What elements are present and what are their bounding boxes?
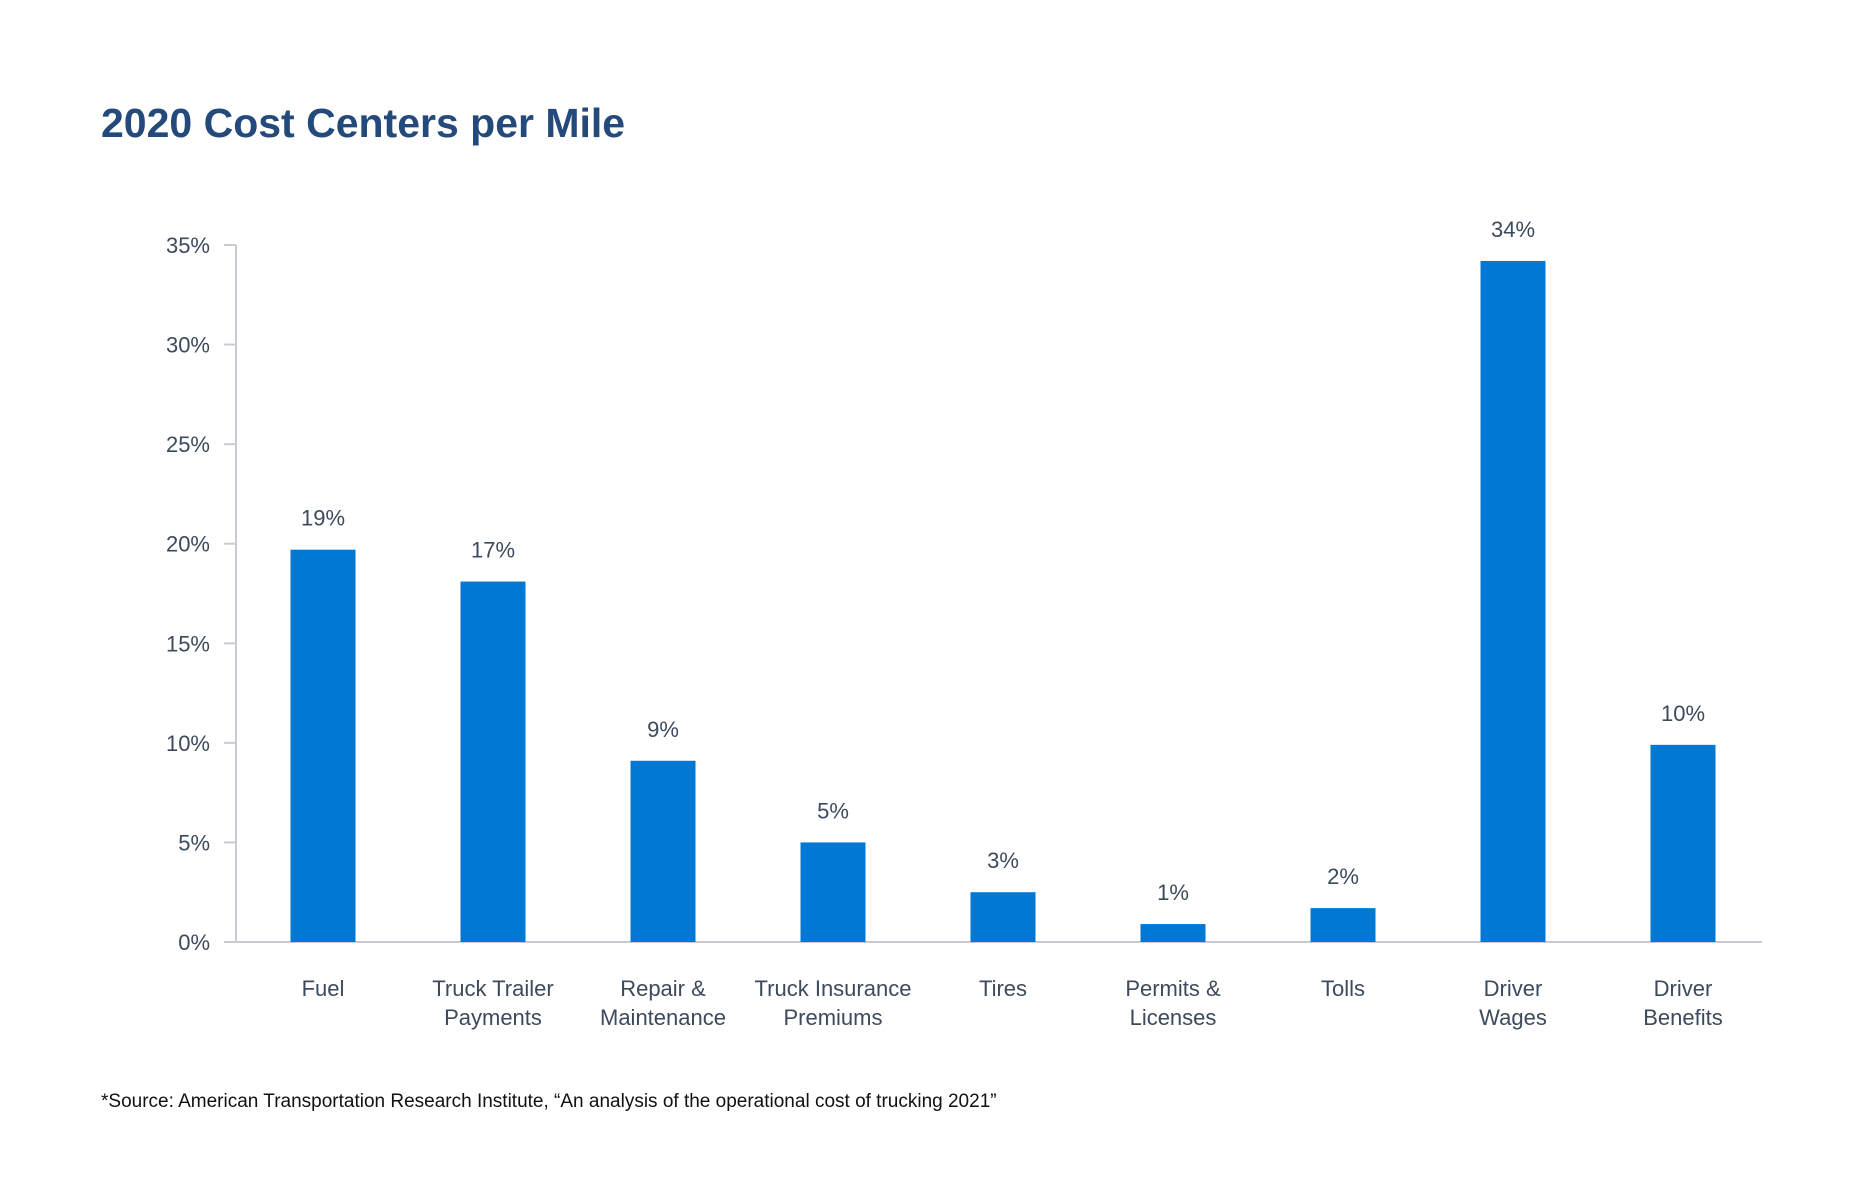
x-category-label-line: Tires [979, 976, 1027, 1001]
bars [290, 260, 1716, 943]
bar [800, 842, 866, 942]
x-category-label-line: Maintenance [600, 1005, 726, 1030]
x-category-label: Truck Insurance Premiums [755, 976, 912, 1030]
x-category-label-line: Tolls [1321, 976, 1365, 1001]
y-tick-label: 30% [166, 333, 210, 358]
data-label: 10% [1661, 701, 1705, 726]
data-label: 19% [301, 506, 345, 531]
x-category-label-line: Permits & [1125, 976, 1221, 1001]
x-category-label: Permits & Licenses [1125, 976, 1221, 1030]
bar [1480, 260, 1546, 943]
data-label: 5% [817, 798, 849, 823]
bar [1310, 908, 1376, 942]
x-category-label-line: Payments [444, 1005, 542, 1030]
x-category-label: Driver Wages [1479, 976, 1547, 1030]
x-category-label-line: Repair & [620, 976, 706, 1001]
x-category-label-line: Truck Trailer [432, 976, 553, 1001]
x-category-label: Driver Benefits [1643, 976, 1723, 1030]
y-tick-label: 25% [166, 432, 210, 457]
bar [970, 892, 1036, 942]
data-label: 9% [647, 717, 679, 742]
bar [630, 760, 696, 942]
bar [1650, 744, 1716, 942]
data-label: 34% [1491, 217, 1535, 242]
y-tick-label: 20% [166, 532, 210, 557]
y-tick-label: 15% [166, 631, 210, 656]
bar [290, 549, 356, 942]
data-label: 1% [1157, 880, 1189, 905]
x-category-label-line: Truck Insurance [755, 976, 912, 1001]
labels: 19% Fuel 17% Truck Trailer Payments 9% Repair … [301, 217, 1723, 1030]
x-category-label-line: Driver [1484, 976, 1543, 1001]
y-tick-label: 10% [166, 731, 210, 756]
y-tick-label: 35% [166, 233, 210, 258]
x-category-label-line: Licenses [1130, 1005, 1217, 1030]
bar [460, 581, 526, 942]
chart-title: 2020 Cost Centers per Mile [101, 100, 625, 146]
data-label: 3% [987, 848, 1019, 873]
x-category-label-line: Premiums [783, 1005, 882, 1030]
source-footnote: *Source: American Transportation Researc… [101, 1091, 997, 1112]
x-category-label: Truck Trailer Payments [432, 976, 553, 1030]
x-category-label: Tires [979, 976, 1027, 1001]
bar [1140, 924, 1206, 942]
y-tick-label: 0% [178, 930, 210, 955]
x-category-label-line: Driver [1654, 976, 1713, 1001]
x-category-label: Tolls [1321, 976, 1365, 1001]
x-category-label-line: Wages [1479, 1005, 1547, 1030]
data-label: 17% [471, 538, 515, 563]
x-category-label: Fuel [302, 976, 345, 1001]
x-category-label-line: Benefits [1643, 1005, 1723, 1030]
x-category-label: Repair & Maintenance [600, 976, 726, 1030]
data-label: 2% [1327, 864, 1359, 889]
x-category-label-line: Fuel [302, 976, 345, 1001]
y-tick-label: 5% [178, 830, 210, 855]
